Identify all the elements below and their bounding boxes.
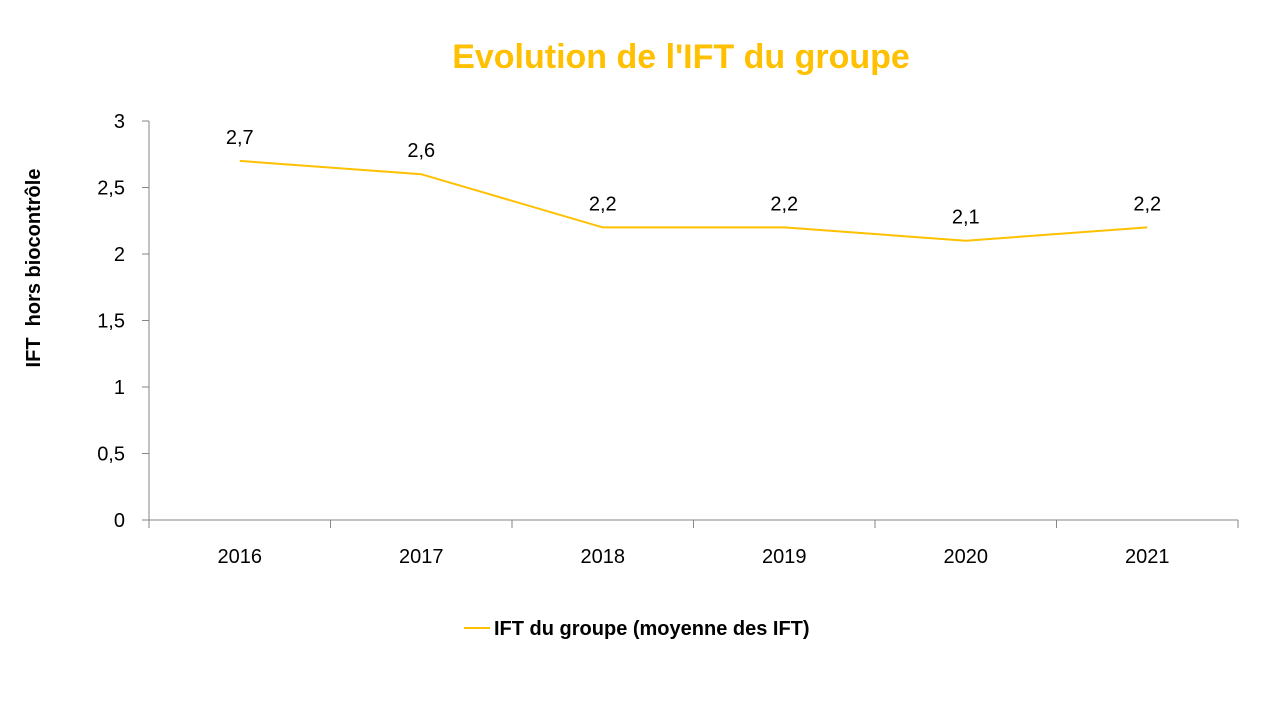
chart-title: Evolution de l'IFT du groupe <box>452 38 910 76</box>
x-tick-label: 2017 <box>399 546 444 568</box>
x-tick-label: 2020 <box>944 546 989 568</box>
data-label: 2,7 <box>226 127 254 149</box>
y-tick-label: 2,5 <box>97 178 125 200</box>
data-label: 2,1 <box>952 207 980 229</box>
series-line <box>239 159 1148 242</box>
data-label: 2,2 <box>770 193 798 215</box>
data-label: 2,6 <box>407 140 435 162</box>
y-tick-label: 1,5 <box>97 311 125 333</box>
data-label: 2,2 <box>1133 193 1161 215</box>
x-tick-label: 2019 <box>762 546 807 568</box>
data-label: 2,2 <box>589 193 617 215</box>
y-axis-label: IFT hors biocontrôle <box>23 169 45 368</box>
legend-label: IFT du groupe (moyenne des IFT) <box>494 618 810 640</box>
y-tick-label: 3 <box>114 111 125 133</box>
x-tick-label: 2021 <box>1125 546 1170 568</box>
y-tick-label: 0,5 <box>97 444 125 466</box>
y-tick-label: 0 <box>114 510 125 532</box>
x-tick-label: 2018 <box>581 546 626 568</box>
x-tick-label: 2016 <box>218 546 263 568</box>
y-tick-label: 1 <box>114 377 125 399</box>
legend: IFT du groupe (moyenne des IFT) <box>464 618 810 640</box>
y-tick-label: 2 <box>114 244 125 266</box>
